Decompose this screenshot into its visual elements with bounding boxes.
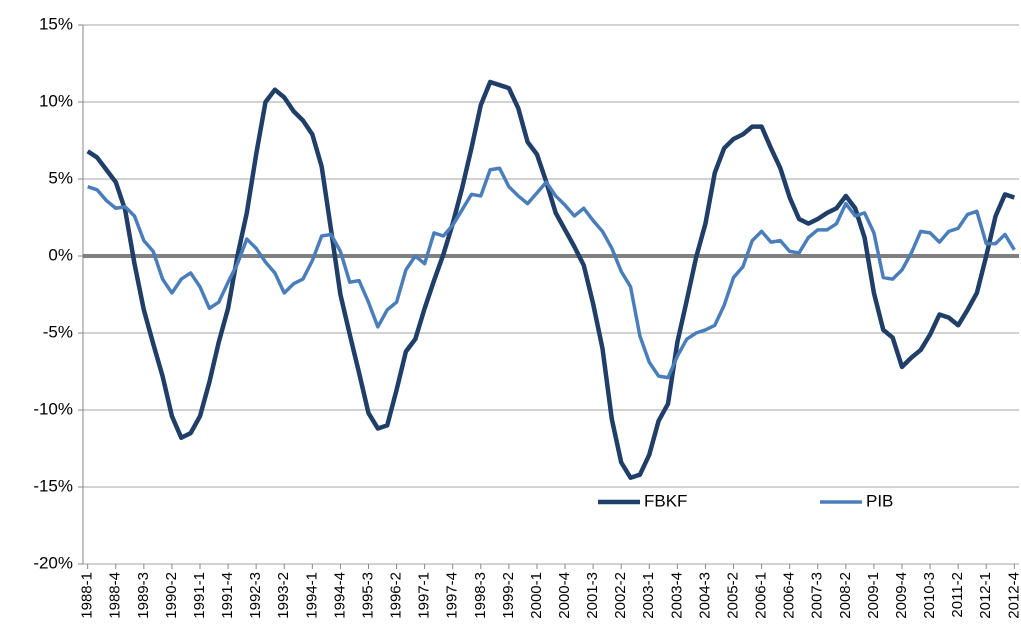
- y-tick-label: 0%: [48, 245, 73, 264]
- x-tick-label: 2009-1: [865, 572, 882, 619]
- x-tick-label: 2003-4: [668, 572, 685, 619]
- y-tick-label: 10%: [39, 91, 73, 110]
- x-tick-label: 1997-1: [416, 572, 433, 619]
- x-tick-label: 2001-3: [584, 572, 601, 619]
- x-tick-label: 2006-1: [753, 572, 770, 619]
- x-tick-label: 2012-1: [977, 572, 994, 619]
- x-tick-label: 1998-3: [472, 572, 489, 619]
- x-tick-label: 2008-2: [837, 572, 854, 619]
- x-tick-label: 2012-4: [1005, 572, 1021, 619]
- y-tick-label: -15%: [33, 476, 73, 495]
- y-tick-label: -20%: [33, 553, 73, 572]
- legend-label: PIB: [866, 491, 893, 510]
- x-tick-label: 1996-2: [388, 572, 405, 619]
- series-line: [86, 79, 1016, 481]
- x-tick-label: 1993-2: [275, 572, 292, 619]
- x-tick-label: 1997-4: [444, 572, 461, 619]
- x-tick-label: 1995-3: [359, 572, 376, 619]
- x-tick-label: 2009-4: [893, 572, 910, 619]
- x-tick-label: 2002-2: [612, 572, 629, 619]
- series-line: [87, 166, 1016, 380]
- x-tick-label: 2000-1: [528, 572, 545, 619]
- x-tick-label: 2011-2: [949, 572, 966, 618]
- x-tick-label: 2005-2: [724, 572, 741, 619]
- x-tick-label: 1999-2: [500, 572, 517, 619]
- x-tick-label: 1991-4: [219, 572, 236, 619]
- x-tick-label: 2010-3: [921, 572, 938, 619]
- x-tick-label: 1994-1: [303, 572, 320, 619]
- x-tick-label: 1994-4: [331, 572, 348, 619]
- x-tick-label: 1988-1: [79, 572, 96, 619]
- x-tick-label: 1990-2: [163, 572, 180, 619]
- x-tick-label: 1992-3: [247, 572, 264, 619]
- x-tick-label: 2006-4: [781, 572, 798, 619]
- x-tick-label: 2003-1: [640, 572, 657, 619]
- legend-label: FBKF: [644, 491, 687, 510]
- y-tick-label: 5%: [48, 168, 73, 187]
- y-tick-label: -5%: [43, 322, 73, 341]
- x-tick-label: 2000-4: [556, 572, 573, 619]
- y-tick-label: 15%: [39, 14, 73, 33]
- x-tick-label: 1988-4: [107, 572, 124, 619]
- x-tick-label: 2007-3: [809, 572, 826, 619]
- x-tick-label: 1991-1: [191, 572, 208, 619]
- x-tick-label: 2004-3: [696, 572, 713, 619]
- x-tick-label: 1989-3: [135, 572, 152, 619]
- y-tick-label: -10%: [33, 399, 73, 418]
